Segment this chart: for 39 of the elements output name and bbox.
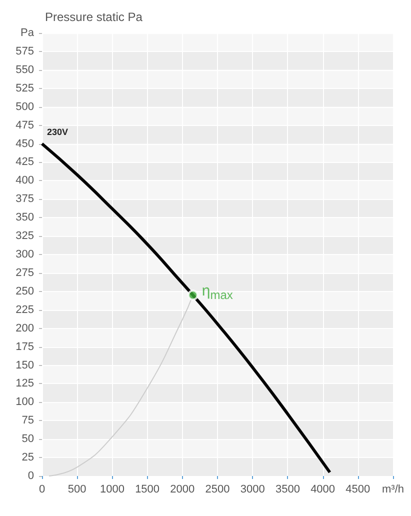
y-tick-label: 100 [16, 396, 34, 408]
y-tick-label: 525 [16, 82, 34, 94]
chart-title: Pressure static Pa [45, 10, 143, 24]
y-tick-label: 225 [16, 304, 34, 316]
y-tick-label: Pa [20, 27, 35, 39]
y-tick-label: 325 [16, 230, 34, 242]
series-label: 230V [47, 126, 68, 137]
x-tick-label: 4000 [310, 484, 336, 496]
y-tick-label: 300 [16, 248, 34, 260]
x-tick-label: 1000 [100, 484, 124, 496]
y-tick-label: 75 [22, 414, 34, 427]
y-tick-label: 375 [16, 193, 34, 206]
y-tick-label: 0 [28, 470, 34, 482]
y-tick-label: 25 [22, 452, 34, 464]
y-tick-label: 400 [16, 174, 34, 187]
x-tick-label: 4500 [346, 484, 370, 496]
y-tick-label: 350 [16, 212, 34, 224]
y-tick-label: 275 [16, 266, 34, 279]
y-tick-label: 475 [16, 119, 34, 132]
y-tick-label: 175 [16, 340, 34, 353]
x-tick-label: 3000 [240, 484, 265, 496]
x-tick-label: 0 [38, 484, 46, 496]
y-tick-label: 200 [16, 322, 34, 334]
x-tick-label: m³/h [382, 484, 404, 496]
y-tick-label: 425 [16, 156, 34, 168]
x-tick-label: 1500 [135, 484, 160, 496]
y-tick-label: 550 [16, 64, 34, 76]
x-tick-label: 3500 [275, 484, 300, 496]
y-tick-label: 450 [16, 138, 34, 150]
y-tick-label: 150 [16, 359, 34, 372]
x-tick-label: 500 [68, 484, 86, 496]
y-tick-label: 125 [16, 378, 34, 390]
x-tick-label: 2000 [170, 484, 195, 496]
y-tick-label: 500 [16, 100, 34, 113]
x-tick-label: 2500 [205, 484, 230, 496]
y-tick-label: 575 [16, 45, 34, 58]
y-tick-label: 250 [16, 285, 34, 298]
y-tick-label: 50 [22, 433, 34, 446]
line-series [40, 142, 332, 474]
